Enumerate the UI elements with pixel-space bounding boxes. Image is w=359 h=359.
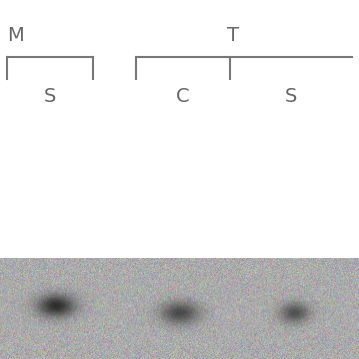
- Text: S: S: [44, 88, 56, 106]
- Text: T: T: [227, 27, 239, 45]
- Text: M: M: [7, 27, 24, 45]
- Text: S: S: [285, 88, 297, 106]
- Text: C: C: [176, 88, 190, 106]
- Bar: [0, 0, 359, 258]
